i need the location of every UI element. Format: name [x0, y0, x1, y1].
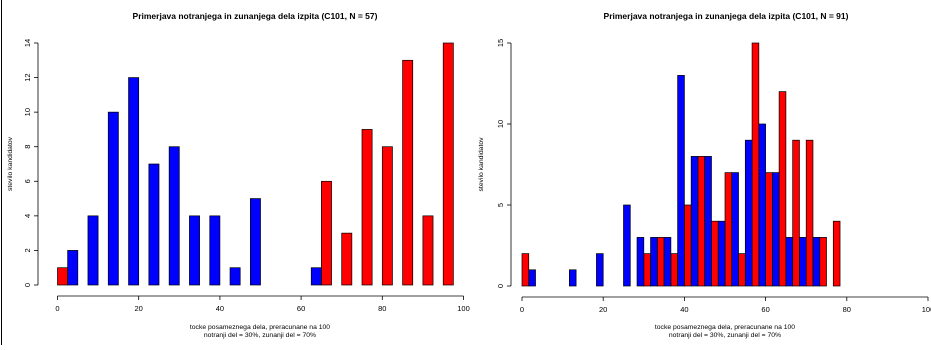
y-tick-label: 10: [496, 120, 505, 128]
x-axis-label: tocke posameznega dela, preracunane na 1…: [190, 324, 330, 331]
blue-bar: [744, 139, 753, 287]
blue-bar: [168, 146, 180, 286]
y-axis-label: stevilo kandidatov: [7, 136, 14, 191]
x-axis-sublabel: notranji del = 30%, zunanji del = 70%: [669, 332, 781, 339]
red-bar: [805, 139, 814, 287]
blue-bar: [128, 77, 140, 286]
left-border-line: [1, 0, 2, 345]
blue-bar: [677, 75, 685, 287]
red-bar: [422, 215, 434, 286]
chart-panel-c101-n91: Primerjava notranjega in zunanjega dela …: [478, 11, 931, 339]
blue-bar: [704, 156, 712, 287]
x-axis-label: tocke posameznega dela, preracunane na 1…: [655, 324, 795, 331]
chart-panel-c101-n57: Primerjava notranjega in zunanjega dela …: [7, 11, 470, 339]
x-tick-label: 20: [135, 304, 143, 313]
blue-bar: [67, 250, 79, 286]
red-bar: [697, 156, 706, 287]
blue-bar: [107, 111, 119, 286]
y-tick-label: 8: [23, 145, 32, 149]
red-bar: [819, 237, 827, 287]
blue-bar: [250, 198, 261, 286]
blue-bar: [148, 163, 160, 286]
red-bar: [724, 172, 733, 287]
red-bar: [751, 42, 760, 287]
blue-bar: [772, 172, 780, 287]
x-tick-label: 100: [922, 305, 931, 314]
x-tick-label: 0: [55, 304, 59, 313]
red-bar: [402, 59, 414, 286]
blue-bar: [717, 220, 726, 287]
red-bar: [643, 253, 651, 287]
y-tick-label: 0: [496, 284, 505, 288]
blue-bar: [785, 237, 794, 287]
chart-title: Primerjava notranjega in zunanjega dela …: [604, 11, 849, 21]
blue-bar: [209, 215, 221, 286]
red-bar: [381, 146, 393, 286]
red-bar: [361, 129, 373, 286]
blue-bar: [731, 172, 739, 287]
blue-bar: [799, 237, 807, 287]
red-bar: [670, 253, 678, 287]
x-tick-label: 40: [216, 304, 224, 313]
red-bar: [521, 253, 530, 287]
x-tick-label: 80: [378, 304, 386, 313]
blue-bar: [229, 267, 241, 286]
y-tick-label: 4: [23, 214, 32, 218]
red-bar: [711, 220, 719, 287]
x-tick-label: 80: [843, 305, 851, 314]
y-tick-label: 10: [23, 108, 32, 116]
red-bar: [832, 220, 841, 287]
y-tick-label: 14: [23, 39, 32, 47]
red-bar: [792, 139, 800, 287]
red-bar: [321, 180, 332, 286]
blue-bar: [189, 215, 200, 286]
blue-bar: [310, 267, 322, 286]
y-tick-label: 12: [23, 73, 32, 81]
y-tick-label: 15: [496, 39, 505, 47]
x-tick-label: 0: [520, 305, 524, 314]
x-axis-sublabel: notranji del = 30%, zunanji del = 70%: [204, 332, 316, 339]
y-tick-label: 5: [496, 203, 505, 207]
blue-bar: [528, 269, 536, 287]
y-axis-label: stevilo kandidatov: [478, 137, 485, 192]
red-bar: [341, 232, 353, 286]
blue-bar: [596, 253, 604, 287]
x-tick-label: 60: [297, 304, 305, 313]
blue-bar: [636, 237, 645, 287]
blue-bar: [623, 204, 631, 287]
y-tick-label: 2: [23, 248, 32, 252]
red-bar: [684, 204, 692, 287]
red-bar: [778, 91, 787, 287]
red-bar: [738, 253, 746, 287]
chart-title: Primerjava notranjega in zunanjega dela …: [133, 11, 378, 21]
blue-bar: [87, 215, 99, 286]
x-tick-label: 60: [761, 305, 769, 314]
red-bar: [57, 267, 68, 286]
blue-bar: [812, 237, 821, 287]
blue-bar: [569, 269, 577, 287]
y-tick-label: 0: [23, 283, 32, 287]
blue-bar: [758, 123, 766, 287]
blue-bar: [650, 237, 658, 287]
red-bar: [442, 42, 454, 286]
x-tick-label: 100: [457, 304, 470, 313]
x-tick-label: 40: [680, 305, 688, 314]
blue-bar: [663, 237, 672, 287]
blue-bar: [690, 156, 699, 287]
x-tick-label: 20: [599, 305, 607, 314]
red-bar: [656, 237, 665, 287]
y-tick-label: 6: [23, 179, 32, 183]
red-bar: [765, 172, 773, 287]
